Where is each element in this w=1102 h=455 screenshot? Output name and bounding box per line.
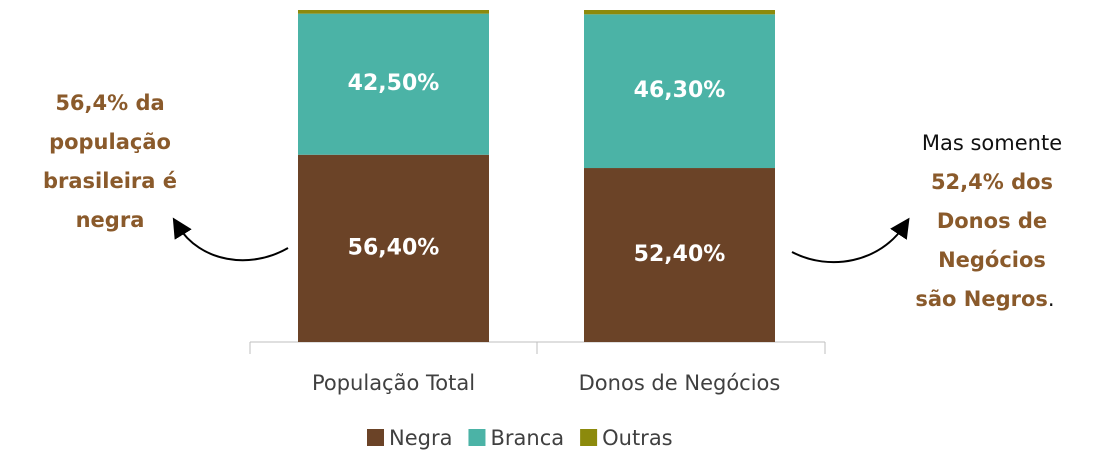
legend-label: Negra <box>389 426 452 450</box>
x-tick-label: Donos de Negócios <box>579 371 781 395</box>
legend-swatch <box>580 429 598 446</box>
value-label: 46,30% <box>634 78 726 103</box>
legend-label: Branca <box>490 426 564 450</box>
bar-segment <box>298 10 489 14</box>
annotation-line: brasileira é <box>43 169 177 193</box>
x-tick-label: População Total <box>312 371 475 395</box>
annotation-line: 56,4% da <box>55 91 164 115</box>
value-label: 52,40% <box>634 242 726 267</box>
annotation-line: 52,4% dos <box>931 170 1053 194</box>
annotation-line: negra <box>76 208 145 232</box>
bar-segment <box>584 14 775 169</box>
annotation-line: são Negros <box>915 287 1048 311</box>
legend-swatch <box>468 429 486 446</box>
arrow-left <box>172 217 289 262</box>
annotation-right: Mas somente 52,4% dos Donos de Negócios são … <box>915 131 1062 311</box>
bar-segment <box>584 168 775 342</box>
bar-segment <box>584 10 775 15</box>
annotation-end: . <box>1048 287 1055 311</box>
annotation-intro: Mas somente <box>922 131 1062 155</box>
legend-swatch <box>367 429 384 446</box>
legend-label: Outras <box>602 426 673 450</box>
annotation-left: 56,4% da população brasileira é negra <box>43 91 177 232</box>
bar-segment <box>298 154 489 342</box>
value-label: 56,40% <box>348 235 440 260</box>
value-label: 42,50% <box>348 71 440 96</box>
arrow-right <box>791 217 910 264</box>
bar-segment <box>298 13 489 155</box>
annotation-line: população <box>49 130 171 154</box>
annotation-line: Negócios <box>938 248 1046 272</box>
annotation-line: Donos de <box>937 209 1047 233</box>
